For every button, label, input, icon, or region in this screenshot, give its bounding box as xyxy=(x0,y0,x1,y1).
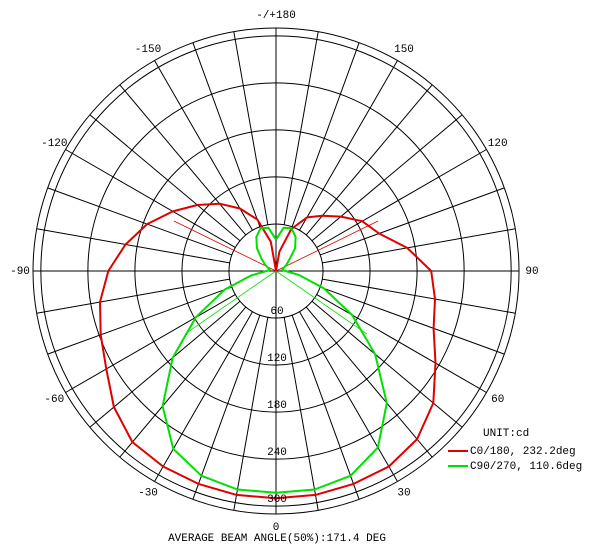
spoke xyxy=(36,278,230,314)
spoke xyxy=(47,187,232,256)
spoke xyxy=(311,300,463,428)
spoke xyxy=(305,306,433,458)
spoke xyxy=(320,187,505,256)
spoke xyxy=(154,311,253,482)
spoke xyxy=(233,317,269,511)
beam-line xyxy=(184,270,277,335)
ring-label: 180 xyxy=(267,400,287,412)
spoke xyxy=(291,315,360,500)
spoke xyxy=(47,286,232,355)
spoke xyxy=(283,317,319,511)
spoke xyxy=(119,84,247,236)
spoke xyxy=(320,286,505,355)
spoke xyxy=(322,228,516,264)
spoke xyxy=(192,42,261,227)
spoke xyxy=(233,31,269,225)
angle-label: 0 xyxy=(273,522,280,534)
spoke xyxy=(299,60,398,231)
ring-label: 60 xyxy=(270,306,283,318)
ring-label: 120 xyxy=(267,353,287,365)
angle-label: 120 xyxy=(488,138,508,150)
beam-line xyxy=(275,220,379,272)
angle-label: -/+180 xyxy=(256,10,296,22)
spoke xyxy=(283,31,319,225)
beam-line xyxy=(173,220,277,272)
intensity-curve xyxy=(99,202,437,500)
angle-label: -120 xyxy=(41,138,67,150)
spoke xyxy=(316,149,487,248)
spoke xyxy=(36,228,230,264)
spoke xyxy=(311,114,463,242)
footer: AVERAGE BEAM ANGLE(50%):171.4 DEG xyxy=(168,533,386,545)
unit-label: UNIT:cd xyxy=(483,428,529,440)
angle-label: -90 xyxy=(10,266,30,278)
spoke xyxy=(65,149,236,248)
angle-label: -30 xyxy=(138,488,158,500)
spoke xyxy=(291,42,360,227)
spoke xyxy=(154,60,253,231)
ring-label: 300 xyxy=(267,494,287,506)
spoke xyxy=(316,294,487,393)
spoke xyxy=(119,306,247,458)
angle-label: 90 xyxy=(525,266,538,278)
spoke xyxy=(192,315,261,500)
spoke xyxy=(89,300,241,428)
angle-label: -60 xyxy=(44,394,64,406)
spoke xyxy=(89,114,241,242)
angle-label: 30 xyxy=(397,488,410,500)
angle-label: 150 xyxy=(394,44,414,56)
beam-line xyxy=(275,270,368,335)
intensity-curve xyxy=(161,226,388,494)
spoke xyxy=(322,278,516,314)
spoke xyxy=(65,294,236,393)
spoke xyxy=(299,311,398,482)
legend-label: C0/180, 232.2deg xyxy=(470,446,576,458)
spoke xyxy=(305,84,433,236)
legend-label: C90/270, 110.6deg xyxy=(470,461,582,473)
angle-label: 60 xyxy=(491,394,504,406)
ring-label: 240 xyxy=(267,447,287,459)
angle-label: -150 xyxy=(135,44,161,56)
